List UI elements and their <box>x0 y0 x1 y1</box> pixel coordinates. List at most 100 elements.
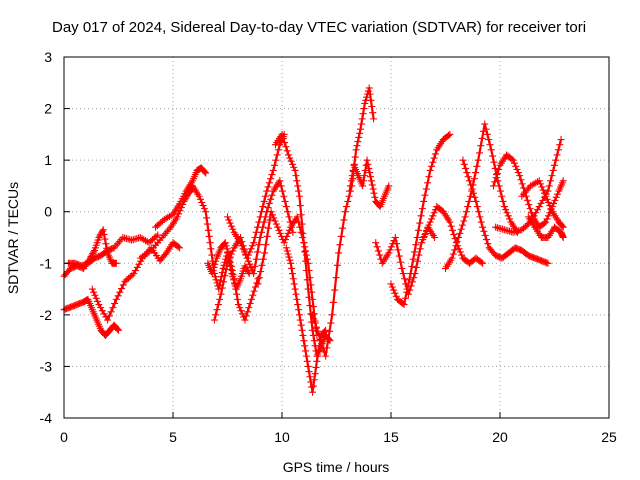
data-point-marker <box>470 175 478 183</box>
series-arc-10 <box>224 130 288 262</box>
data-point-marker <box>237 307 245 315</box>
data-point-marker <box>230 275 238 283</box>
data-point-marker <box>309 382 317 390</box>
data-point-marker <box>302 267 310 275</box>
data-point-marker <box>285 253 293 261</box>
data-point-marker <box>496 187 504 195</box>
data-point-marker <box>391 234 399 241</box>
data-point-marker <box>283 147 291 155</box>
data-point-marker <box>452 242 460 250</box>
data-point-marker <box>478 134 486 142</box>
data-point-marker <box>252 228 260 236</box>
data-point-marker <box>102 240 110 248</box>
data-point-marker <box>491 178 499 186</box>
data-point-marker <box>459 156 467 164</box>
data-point-marker <box>463 169 471 177</box>
data-point-marker <box>265 179 273 187</box>
data-point-marker <box>212 311 220 319</box>
data-point-marker <box>227 222 235 230</box>
data-point-marker <box>545 182 553 190</box>
data-point-marker <box>229 247 237 255</box>
series-arc-23 <box>518 177 567 231</box>
series-trace <box>226 133 286 260</box>
plot-frame <box>63 56 610 419</box>
data-point-marker <box>331 286 339 294</box>
data-point-marker <box>388 283 396 291</box>
data-point-marker <box>257 268 265 276</box>
data-point-marker <box>426 166 434 174</box>
data-point-marker <box>508 155 516 163</box>
data-point-marker <box>422 185 430 193</box>
data-point-marker <box>285 226 293 234</box>
data-point-marker <box>401 294 409 302</box>
data-point-marker <box>264 204 272 212</box>
data-point-marker <box>492 174 500 182</box>
data-point-marker <box>401 275 409 283</box>
data-point-marker <box>368 103 376 111</box>
data-point-marker <box>455 234 463 241</box>
data-point-marker <box>211 260 219 268</box>
data-point-marker <box>102 313 110 321</box>
data-point-marker <box>295 306 303 314</box>
data-point-marker <box>275 146 283 154</box>
data-point-marker <box>251 262 259 270</box>
data-point-marker <box>267 195 275 203</box>
data-point-marker <box>475 208 483 216</box>
data-point-marker <box>133 263 141 271</box>
data-point-marker <box>550 199 558 207</box>
data-point-marker <box>111 300 119 308</box>
data-point-marker <box>277 182 285 190</box>
data-point-marker <box>359 110 367 118</box>
data-point-marker <box>304 285 312 293</box>
data-point-marker <box>241 316 249 324</box>
data-point-marker <box>244 257 252 265</box>
data-point-marker <box>238 242 246 250</box>
y-tick-label: -3 <box>40 358 53 374</box>
data-point-marker <box>305 368 313 376</box>
data-point-marker <box>283 232 291 240</box>
data-point-marker <box>91 291 99 299</box>
series-arc-04 <box>64 231 162 270</box>
data-point-marker <box>425 221 433 229</box>
data-point-marker <box>210 263 218 271</box>
data-point-marker <box>487 146 495 154</box>
data-point-marker <box>314 352 322 360</box>
data-point-marker <box>405 276 413 284</box>
data-point-marker <box>264 224 272 232</box>
data-point-marker <box>512 162 520 170</box>
data-point-marker <box>542 192 550 200</box>
data-point-marker <box>291 285 299 293</box>
data-point-marker <box>416 219 424 227</box>
data-point-marker <box>460 217 468 225</box>
data-point-marker <box>272 156 280 164</box>
data-point-marker <box>255 241 263 249</box>
data-point-marker <box>250 287 258 295</box>
data-point-marker <box>399 300 407 308</box>
data-point-marker <box>360 172 368 180</box>
data-point-marker <box>418 239 426 247</box>
data-point-marker <box>414 257 422 265</box>
data-point-marker <box>244 268 252 276</box>
data-point-marker <box>274 223 282 231</box>
data-point-marker <box>506 215 514 223</box>
data-point-marker <box>547 177 555 185</box>
data-point-marker <box>358 115 366 123</box>
data-point-marker <box>297 321 305 329</box>
data-point-marker <box>150 234 158 242</box>
data-point-marker <box>339 224 347 232</box>
data-point-marker <box>293 295 301 303</box>
data-point-marker <box>242 312 250 320</box>
data-point-marker <box>489 152 497 160</box>
data-point-marker <box>173 213 181 221</box>
series-arc-19 <box>442 120 521 272</box>
data-point-marker <box>261 192 269 200</box>
data-point-marker <box>462 208 470 216</box>
data-point-marker <box>461 213 469 221</box>
data-point-marker <box>530 212 538 220</box>
data-point-marker <box>346 182 354 190</box>
data-point-marker <box>464 173 472 181</box>
data-point-marker <box>259 255 267 263</box>
chart-title: Day 017 of 2024, Sidereal Day-to-day VTE… <box>52 19 586 36</box>
data-point-marker <box>333 261 341 269</box>
